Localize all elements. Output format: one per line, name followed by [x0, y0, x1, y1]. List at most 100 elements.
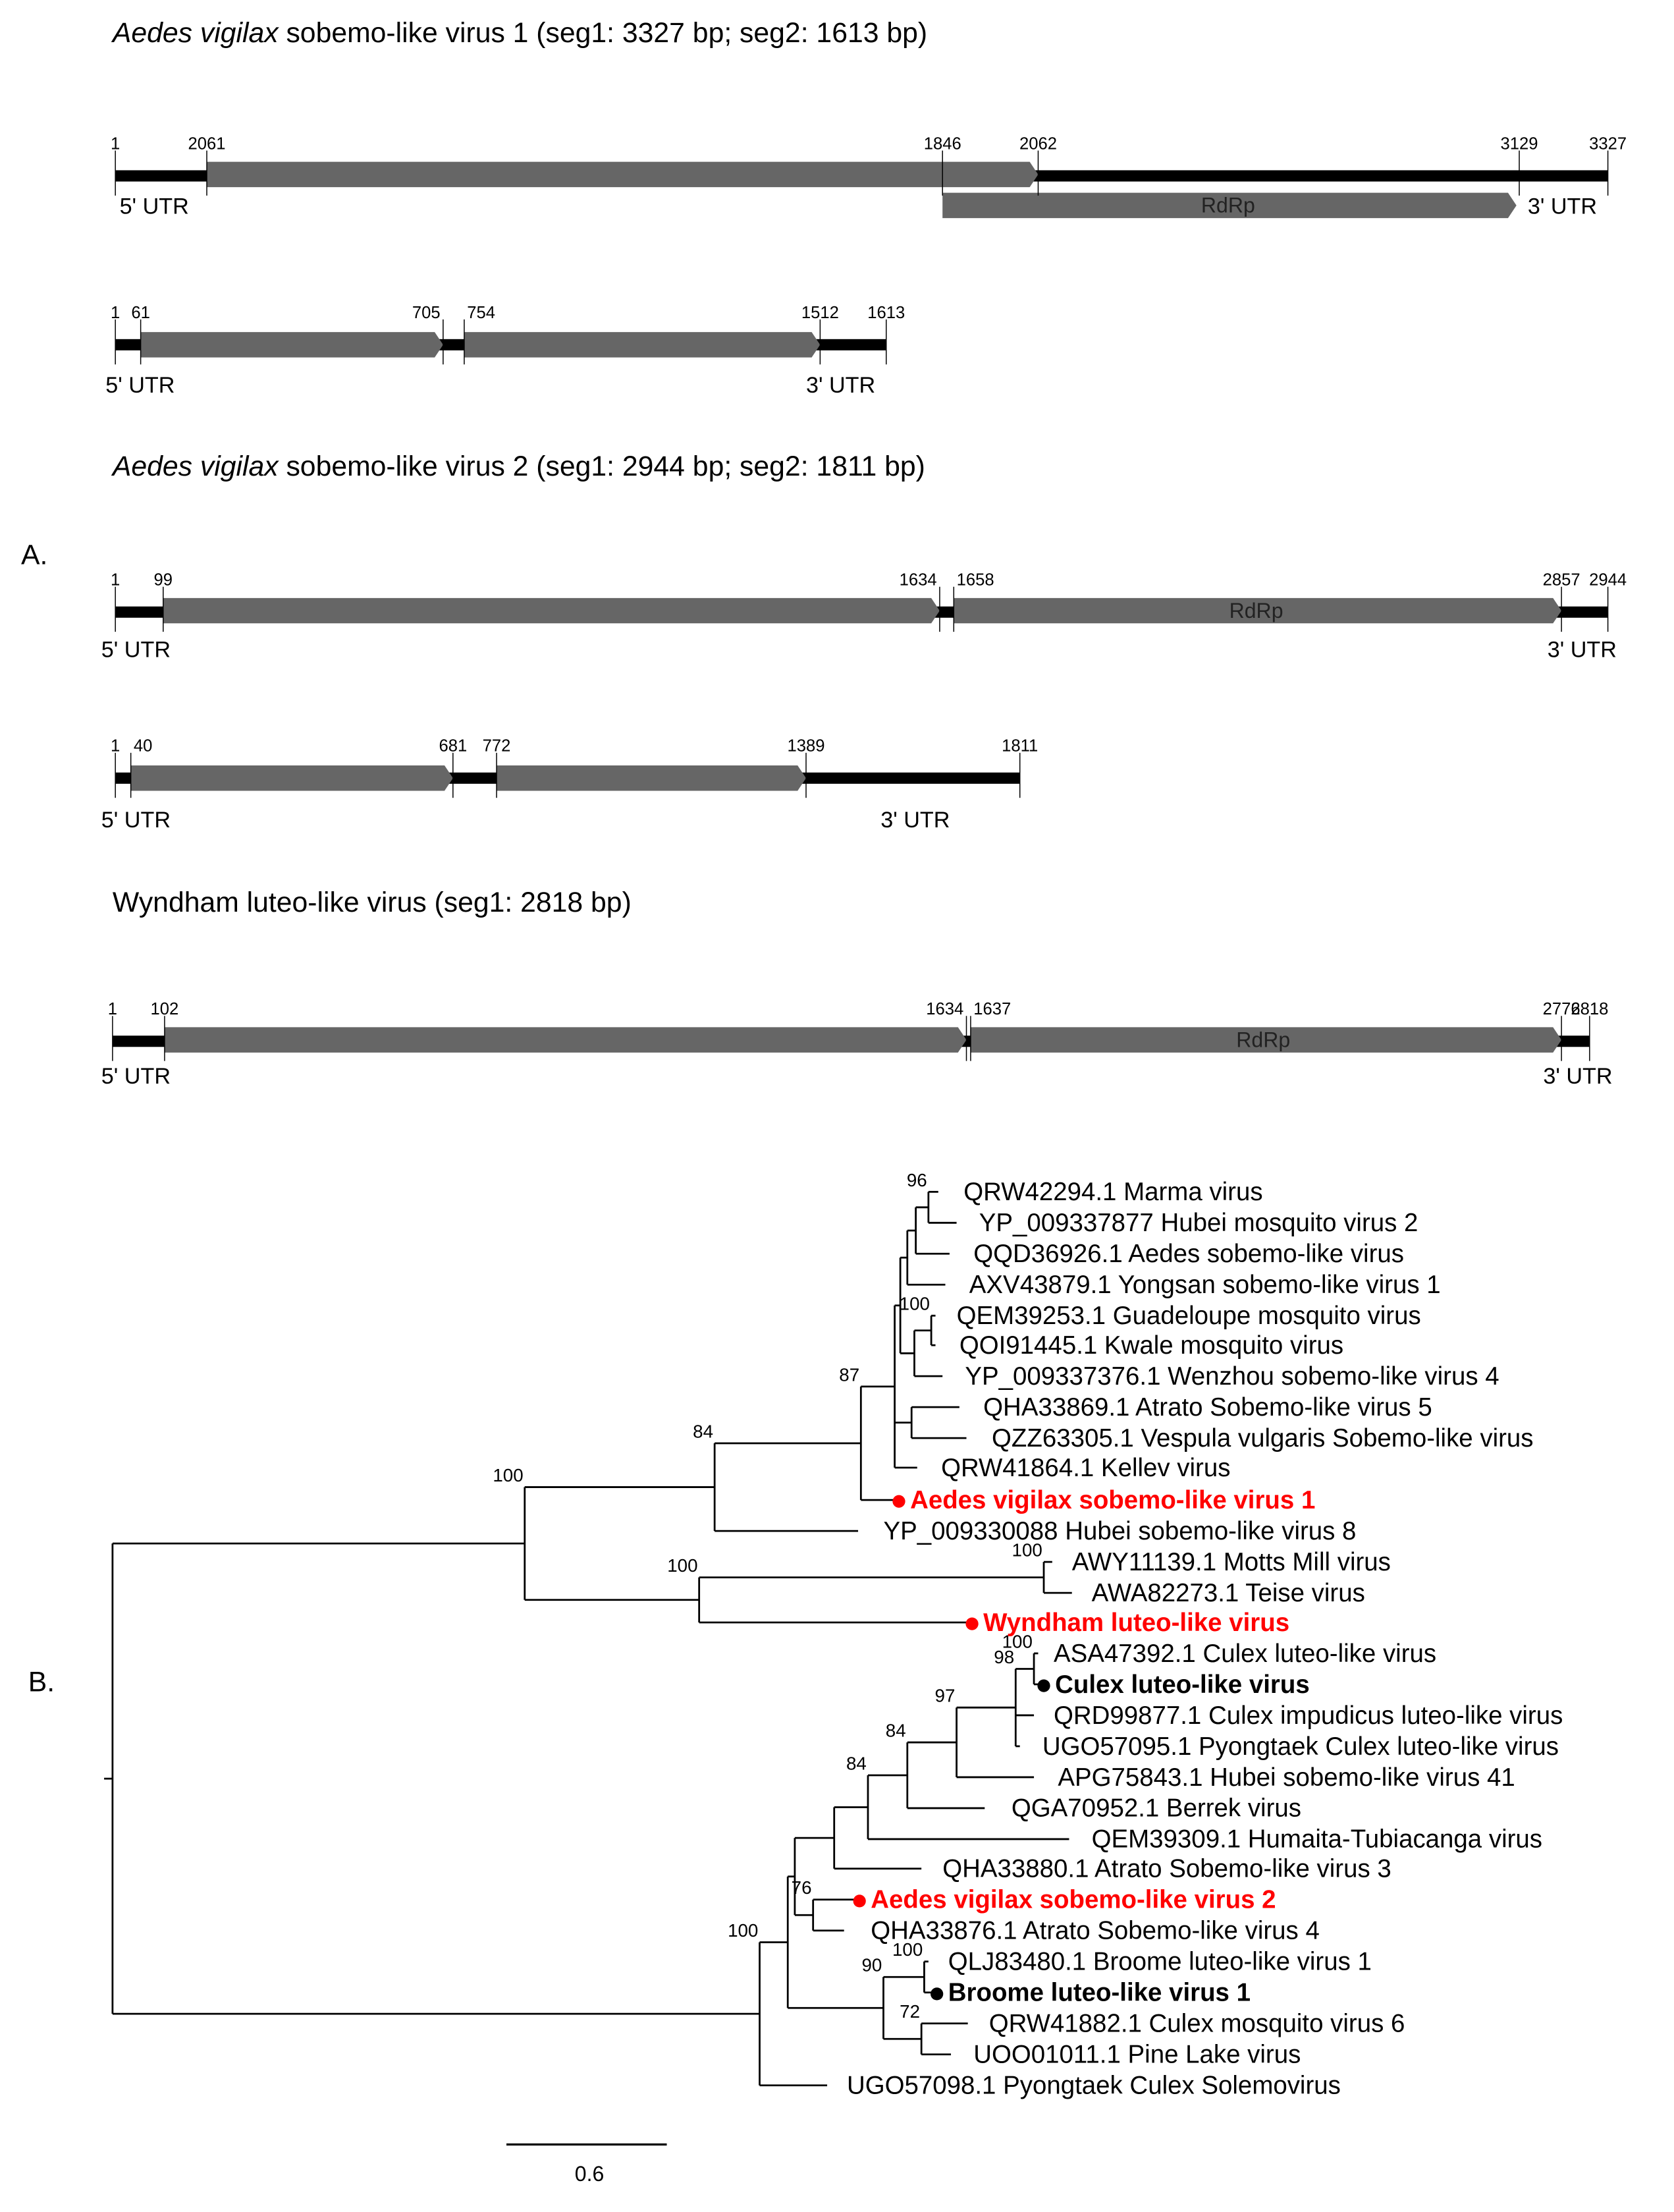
genome-map-segment: 1 61 705 754 1512 1613 5' UTR 3' UTR — [105, 304, 905, 398]
bootstrap-value: 100 — [667, 1555, 697, 1576]
tree-leaf-label: AXV43879.1 Yongsan sobemo-like virus 1 — [969, 1271, 1441, 1299]
position-label: 1658 — [957, 571, 994, 590]
bootstrap-value: 87 — [839, 1364, 859, 1385]
tree-leaf-label: QLJ83480.1 Broome luteo-like virus 1 — [948, 1948, 1372, 1976]
tree-leaf-label: QEM39309.1 Humaita-Tubiacanga virus — [1092, 1825, 1542, 1854]
utr5-label: 5' UTR — [105, 373, 175, 398]
position-label: 102 — [151, 1000, 179, 1018]
position-label: 2061 — [188, 134, 226, 153]
position-label: 2944 — [1589, 571, 1627, 590]
utr5-label: 5' UTR — [101, 808, 171, 833]
genome-title: Wyndham luteo-like virus (seg1: 2818 bp) — [113, 887, 632, 918]
orf-rdrp-arrow — [970, 1027, 1562, 1053]
position-label: 1 — [111, 134, 120, 153]
genome-map-segment: 1 2061 1846 2062 3129 3327 RdRp 5' UTR 3' UTR — [111, 134, 1627, 219]
scale-bar-label: 0.6 — [575, 2162, 605, 2186]
highlight-dot-icon — [965, 1617, 979, 1630]
tree-leaf-label: ASA47392.1 Culex luteo-like virus — [1054, 1640, 1436, 1668]
bootstrap-value: 96 — [907, 1170, 927, 1190]
bootstrap-value: 100 — [1002, 1631, 1033, 1651]
tree-leaf-label: UGO57095.1 Pyongtaek Culex luteo-like vi… — [1042, 1732, 1559, 1761]
orf-arrow — [140, 332, 443, 358]
tree-leaf-label: UOO01011.1 Pine Lake virus — [973, 2041, 1301, 2069]
position-label: 99 — [154, 571, 173, 590]
bootstrap-value: 98 — [994, 1647, 1014, 1667]
tree-leaf-label: QRD99877.1 Culex impudicus luteo-like vi… — [1054, 1701, 1563, 1730]
position-label: 1389 — [787, 737, 824, 756]
tree-leaf-label: QHA33876.1 Atrato Sobemo-like virus 4 — [871, 1917, 1320, 1945]
tree-leaf-label: Culex luteo-like virus — [1055, 1671, 1310, 1699]
tree-leaf-label: QHA33869.1 Atrato Sobemo-like virus 5 — [983, 1393, 1432, 1422]
tree-leaf-label: QHA33880.1 Atrato Sobemo-like virus 3 — [942, 1855, 1391, 1883]
utr3-label: 3' UTR — [806, 373, 875, 398]
position-label: 3327 — [1589, 134, 1627, 153]
orf-rdrp-arrow — [942, 192, 1517, 219]
utr3-label: 3' UTR — [1528, 194, 1597, 219]
utr3-label: 3' UTR — [1548, 638, 1617, 663]
bootstrap-value: 100 — [892, 1939, 923, 1960]
utr5-label: 5' UTR — [101, 1064, 171, 1089]
panel-label-b: B. — [28, 1667, 55, 1698]
position-label: 40 — [134, 737, 153, 756]
orf-arrow — [464, 332, 821, 358]
position-label: 1 — [111, 737, 120, 756]
position-label: 681 — [439, 737, 467, 756]
bootstrap-value: 100 — [493, 1465, 523, 1485]
position-label: 2857 — [1543, 571, 1580, 590]
panel-b-phylogenetic-tree: B. 0.6 961008784100100100100989784847610… — [28, 1170, 1563, 2186]
position-label: 772 — [483, 737, 511, 756]
bootstrap-value: 84 — [846, 1753, 867, 1773]
tree-leaf-label: APG75843.1 Hubei sobemo-like virus 41 — [1058, 1763, 1515, 1792]
bootstrap-value: 100 — [728, 1920, 758, 1941]
orf-arrow — [497, 765, 807, 791]
position-label: 1811 — [1002, 737, 1038, 756]
tree-leaf-label: AWY11139.1 Motts Mill virus — [1072, 1548, 1391, 1576]
highlight-dot-icon — [1037, 1679, 1050, 1692]
title-text: sobemo-like virus 2 (seg1: 2944 bp; seg2… — [279, 451, 925, 482]
position-label: 3129 — [1501, 134, 1538, 153]
tree-leaf-label: Wyndham luteo-like virus — [983, 1609, 1289, 1637]
utr5-label: 5' UTR — [101, 638, 171, 663]
tree-leaf-label: UGO57098.1 Pyongtaek Culex Solemovirus — [847, 2072, 1341, 2100]
position-label: 2818 — [1571, 1000, 1608, 1018]
tree-leaf-label: QRW42294.1 Marma virus — [963, 1178, 1262, 1206]
bootstrap-value: 72 — [900, 2001, 920, 2022]
bootstrap-value: 100 — [1012, 1540, 1042, 1561]
utr5-label: 5' UTR — [120, 194, 189, 219]
tree-leaf-label: QEM39253.1 Guadeloupe mosquito virus — [957, 1302, 1421, 1330]
tree-leaf-label: QZZ63305.1 Vespula vulgaris Sobemo-like … — [992, 1424, 1534, 1452]
rdrp-label: RdRp — [1201, 194, 1255, 217]
rdrp-label: RdRp — [1229, 599, 1283, 622]
title-text: Wyndham luteo-like virus (seg1: 2818 bp) — [113, 887, 632, 918]
tree-leaf-label: AWA82273.1 Teise virus — [1092, 1579, 1365, 1607]
tree-leaf-label: YP_009337877 Hubei mosquito virus 2 — [979, 1209, 1418, 1237]
title-species: Aedes vigilax — [111, 451, 279, 482]
orf-rdrp-arrow — [954, 597, 1562, 624]
highlight-dot-icon — [931, 1987, 944, 2001]
tree-leaf-label: YP_009337376.1 Wenzhou sobemo-like virus… — [965, 1362, 1499, 1391]
position-label: 1 — [111, 571, 120, 590]
bootstrap-value: 84 — [886, 1721, 906, 1741]
orf-arrow — [163, 597, 940, 624]
position-label: 1 — [111, 304, 120, 322]
genome-map-segment: 1 40 681 772 1389 1811 5' UTR 3' UTR — [101, 737, 1038, 833]
tree-leaf-label: QRW41864.1 Kellev virus — [941, 1454, 1230, 1482]
bootstrap-value: 90 — [861, 1955, 882, 1976]
rdrp-label: RdRp — [1236, 1028, 1290, 1051]
tree-leaf-label: QRW41882.1 Culex mosquito virus 6 — [989, 2010, 1405, 2038]
bootstrap-value: 100 — [900, 1294, 930, 1314]
position-label: 1634 — [926, 1000, 963, 1018]
genome-title: Aedes vigilax sobemo-like virus 2 (seg1:… — [111, 451, 925, 482]
tree-leaf-label: Aedes vigilax sobemo-like virus 1 — [910, 1486, 1315, 1514]
bootstrap-value: 97 — [935, 1686, 956, 1706]
tree-leaf-label: QQD36926.1 Aedes sobemo-like virus — [973, 1240, 1404, 1268]
position-label: 754 — [467, 304, 495, 322]
tree-leaf-label: Aedes vigilax sobemo-like virus 2 — [871, 1886, 1276, 1914]
utr3-label: 3' UTR — [880, 808, 950, 833]
position-label: 61 — [131, 304, 150, 322]
position-label: 1613 — [867, 304, 905, 322]
position-label: 1634 — [900, 571, 937, 590]
title-text: sobemo-like virus 1 (seg1: 3327 bp; seg2… — [279, 17, 928, 49]
genome-map-segment: 1 99 1634 1658 2857 2944 RdRp 5' UTR 3' UTR — [101, 571, 1627, 663]
